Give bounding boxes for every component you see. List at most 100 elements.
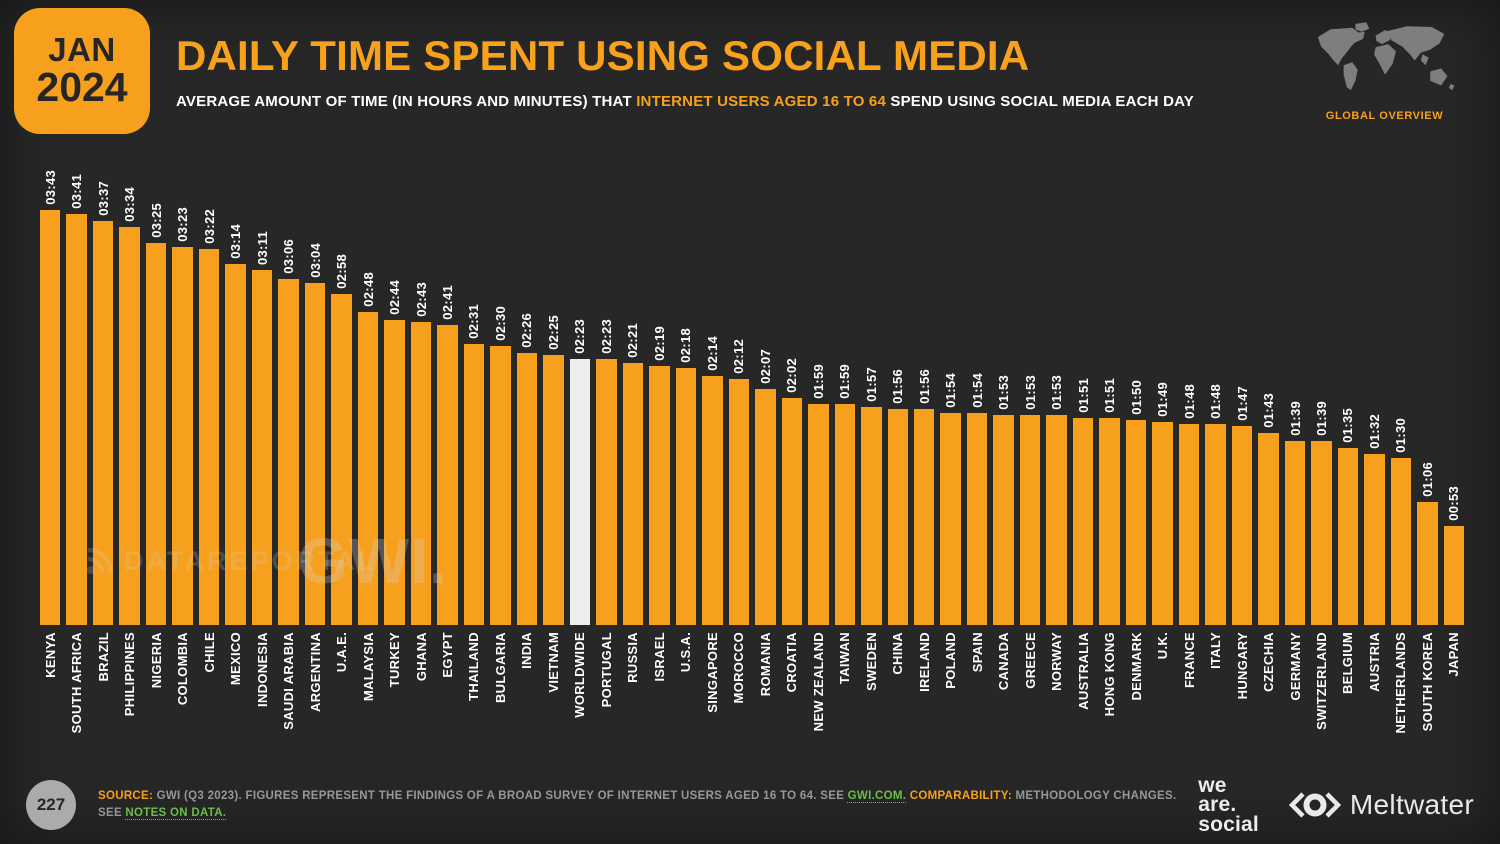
bar-value-label: 01:53 (996, 375, 1012, 410)
category-label: AUSTRALIA (1075, 632, 1091, 710)
page-number: 227 (36, 795, 66, 814)
category-column: NETHERLANDS (1391, 632, 1411, 734)
bar (304, 283, 326, 625)
category-label: U.K. (1155, 632, 1171, 660)
bar-column: 02:30 (490, 306, 511, 625)
bar-value-label: 01:53 (1049, 375, 1065, 410)
category-label: BRAZIL (95, 632, 111, 682)
category-column: WORLDWIDE (570, 632, 590, 718)
bar-value-label: 02:12 (731, 339, 747, 374)
bar-column: 01:53 (1019, 375, 1041, 625)
bar-value-label: 01:06 (1419, 462, 1435, 497)
bar (437, 325, 458, 625)
footer-logos: we are. social Meltwater (1198, 775, 1474, 835)
bar-value-label: 03:34 (122, 187, 138, 222)
bar (251, 270, 273, 625)
bar-value-label: 02:23 (572, 319, 588, 354)
page-subtitle: AVERAGE AMOUNT OF TIME (IN HOURS AND MIN… (176, 93, 1266, 110)
bar-value-label: 03:23 (175, 207, 191, 242)
bar-value-label: 02:14 (704, 336, 720, 371)
category-label: DENMARK (1128, 632, 1144, 701)
category-column: SWITZERLAND (1311, 632, 1331, 730)
bar-column: 01:50 (1125, 380, 1147, 625)
category-labels: KENYA SOUTH AFRICA BRAZIL PHILIPPINES NI… (40, 632, 1464, 772)
bar (119, 227, 140, 625)
map-caption: GLOBAL OVERVIEW (1325, 110, 1444, 122)
bar (463, 344, 485, 625)
category-label: PHILIPPINES (122, 632, 138, 717)
bar-column: 01:48 (1205, 384, 1226, 625)
category-label: SAUDI ARABIA (281, 632, 297, 730)
bar-column: 01:59 (834, 364, 856, 625)
bar-value-label: 02:07 (757, 349, 773, 384)
source-note: SOURCE: GWI (Q3 2023). FIGURES REPRESENT… (98, 788, 1198, 823)
bar-value-label: 01:39 (1313, 401, 1329, 436)
bar-value-label: 01:39 (1287, 401, 1303, 436)
bar (331, 294, 352, 625)
category-label: NEW ZEALAND (810, 632, 826, 732)
category-label: NORWAY (1049, 632, 1065, 691)
bar (516, 353, 538, 625)
title-block: DAILY TIME SPENT USING SOCIAL MEDIA AVER… (176, 32, 1266, 110)
category-label: SWITZERLAND (1313, 632, 1329, 730)
bar-column: 01:59 (808, 364, 829, 625)
category-column: ISRAEL (649, 632, 669, 681)
category-column: SINGAPORE (702, 632, 722, 713)
bar-value-label: 02:26 (519, 313, 535, 348)
subtitle-prefix: AVERAGE AMOUNT OF TIME (IN HOURS AND MIN… (176, 93, 637, 110)
category-column: COLOMBIA (172, 632, 192, 705)
category-label: TURKEY (387, 632, 403, 688)
category-column: NORWAY (1046, 632, 1066, 691)
plot-area: 03:43 03:41 03:37 03:34 03:25 03:23 03:2… (40, 160, 1465, 625)
bar-column: 02:58 (331, 254, 352, 625)
bar-value-label: 02:21 (625, 323, 641, 358)
category-label: ARGENTINA (307, 632, 323, 712)
category-label: VIETNAM (545, 632, 561, 693)
bar (1152, 422, 1173, 625)
category-label: GHANA (413, 632, 429, 682)
category-label: POLAND (943, 632, 959, 689)
notes-on-data-link[interactable]: NOTES ON DATA. (125, 807, 227, 819)
category-column: CANADA (993, 632, 1013, 690)
category-column: JAPAN (1444, 632, 1464, 677)
category-column: FRANCE (1179, 632, 1199, 688)
bar (649, 366, 670, 625)
bar-value-label: 02:23 (598, 319, 614, 354)
bar-column: 02:23 (596, 319, 617, 625)
bar-value-label: 02:58 (334, 254, 350, 289)
meltwater-eye-icon (1288, 792, 1341, 818)
bar-column: 03:41 (66, 174, 87, 625)
comparability-label: COMPARABILITY: (909, 789, 1012, 802)
bar (490, 346, 511, 625)
bar (596, 359, 617, 625)
category-label: CANADA (996, 632, 1012, 691)
bar (543, 355, 564, 625)
bar-column: 02:41 (437, 285, 458, 625)
bar (410, 322, 432, 625)
category-label: EGYPT (440, 632, 455, 678)
bar-column: 01:49 (1152, 382, 1173, 625)
category-column: NIGERIA (146, 632, 166, 688)
bar (755, 389, 776, 625)
bar (702, 376, 723, 625)
bar (1019, 415, 1041, 625)
bar-value-label: 02:41 (440, 285, 455, 320)
date-year: 2024 (36, 63, 128, 110)
we-are-social-logo: we are. social (1198, 775, 1259, 835)
bar-value-label: 02:25 (545, 315, 561, 350)
bar-column: 01:53 (993, 375, 1014, 625)
datareportal-watermark: DATAREPORTAL (84, 546, 377, 577)
category-column: POLAND (940, 632, 960, 689)
bar-value-label: 01:49 (1155, 382, 1171, 417)
category-column: AUSTRALIA (1073, 632, 1093, 710)
bar (1390, 458, 1412, 625)
category-column: PORTUGAL (596, 632, 616, 707)
bar-value-label: 01:48 (1208, 384, 1224, 419)
gwi-com-link[interactable]: GWI.COM. (847, 789, 907, 802)
bar-column: 02:43 (410, 282, 432, 625)
bar-value-label: 01:56 (890, 369, 906, 404)
bar-column: 01:39 (1284, 401, 1306, 625)
bar-value-label: 01:54 (969, 373, 985, 408)
bar (1417, 502, 1438, 625)
